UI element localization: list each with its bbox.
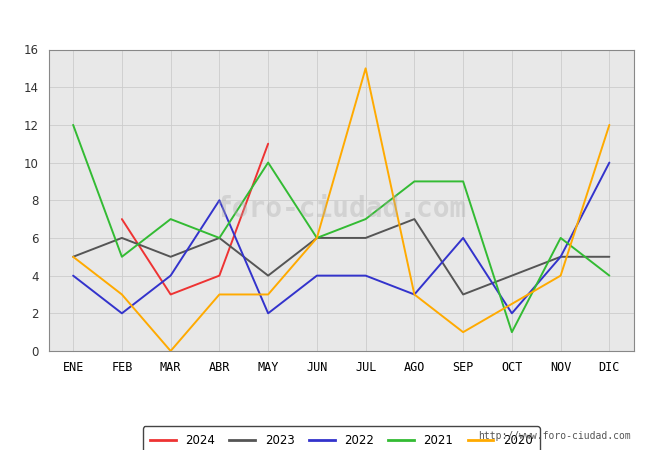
Text: http://www.foro-ciudad.com: http://www.foro-ciudad.com [478,431,630,441]
Text: foro-ciudad.com: foro-ciudad.com [216,195,467,223]
Legend: 2024, 2023, 2022, 2021, 2020: 2024, 2023, 2022, 2021, 2020 [143,427,540,450]
Text: Matriculaciones de Vehiculos en Sant Jaume d'Enveja: Matriculaciones de Vehiculos en Sant Jau… [105,12,545,27]
